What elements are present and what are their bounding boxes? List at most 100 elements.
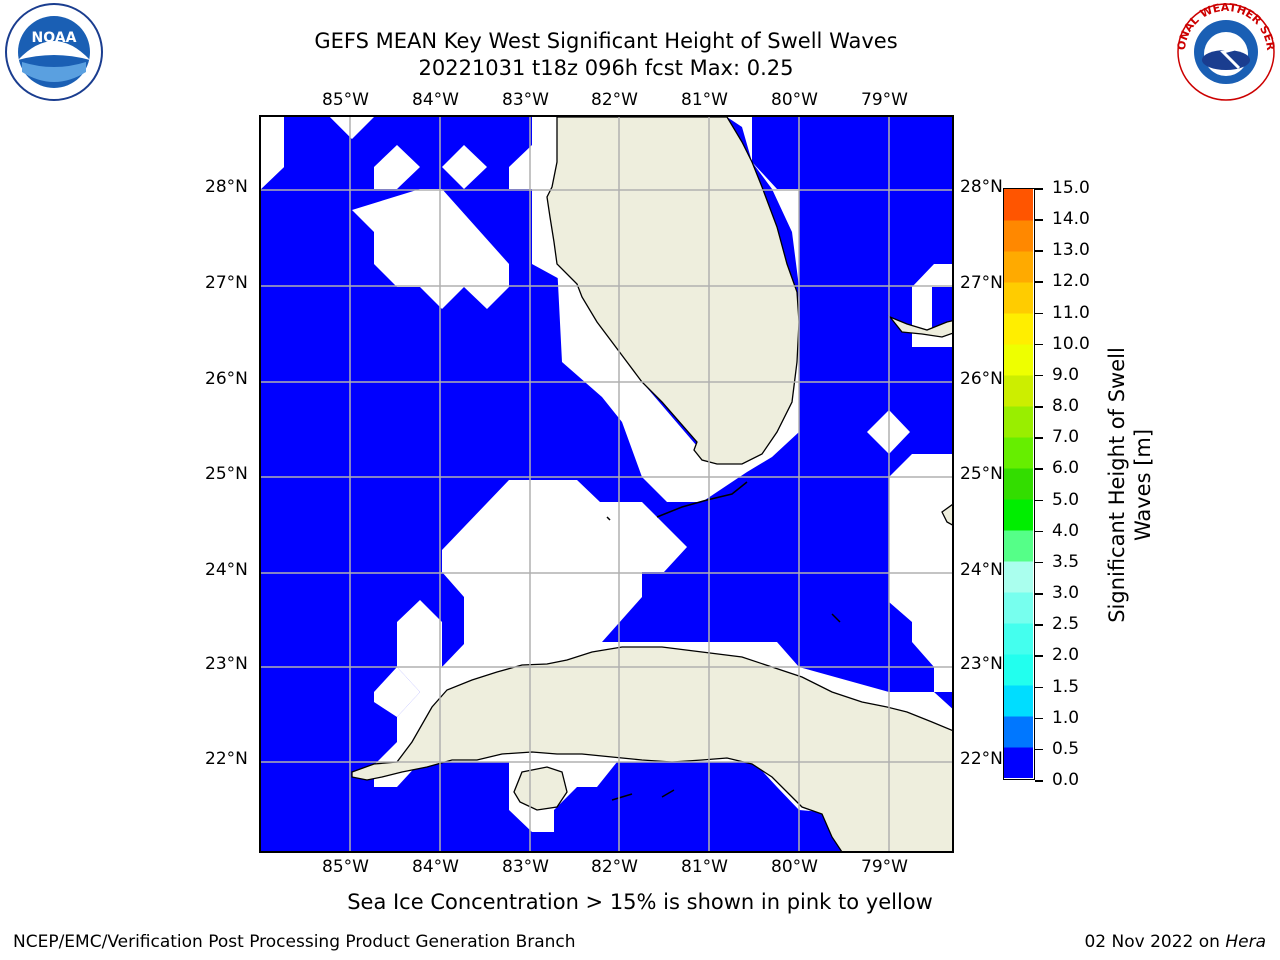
colorbar-tick-label: 3.0	[1052, 583, 1080, 604]
lat-label-left: 27°N	[205, 273, 248, 293]
lon-label-bottom: 80°W	[771, 857, 818, 877]
colorbar-tick-label: 12.0	[1052, 271, 1090, 292]
colorbar-band	[1004, 530, 1033, 562]
colorbar-tick-label: 15.0	[1052, 178, 1090, 198]
colorbar-band	[1004, 220, 1033, 252]
colorbar-tick	[1035, 437, 1043, 439]
colorbar-tick-label: 14.0	[1052, 209, 1090, 230]
colorbar-band	[1004, 344, 1033, 376]
lat-label-left: 28°N	[205, 177, 248, 197]
colorbar-title: Significant Height of Swell Waves [m]	[1104, 347, 1156, 623]
chart-title: GEFS MEAN Key West Significant Height of…	[314, 29, 898, 53]
colorbar-band	[1004, 561, 1033, 593]
colorbar-band	[1004, 437, 1033, 469]
colorbar-tick	[1035, 343, 1043, 346]
colorbar	[1003, 188, 1035, 780]
colorbar-tick-label: 1.0	[1052, 707, 1080, 728]
colorbar-tick	[1035, 530, 1043, 533]
svg-text:NOAA: NOAA	[32, 30, 77, 46]
colorbar-tick	[1035, 686, 1043, 689]
colorbar-band	[1004, 716, 1033, 748]
colorbar-band	[1004, 623, 1033, 655]
footer-date-text: 02 Nov 2022 on	[1084, 932, 1226, 952]
colorbar-tick-label: 5.0	[1052, 489, 1080, 510]
lon-label-bottom: 85°W	[322, 857, 369, 877]
colorbar-tick-label: 0.5	[1052, 738, 1080, 759]
colorbar-tick-label: 9.0	[1052, 364, 1080, 385]
florida-land	[546, 117, 800, 465]
colorbar-tick	[1035, 561, 1043, 564]
land-masses	[351, 117, 952, 851]
colorbar-title-line1: Significant Height of Swell	[1105, 347, 1129, 623]
colorbar-tick	[1035, 748, 1043, 751]
lon-label-bottom: 79°W	[861, 857, 908, 877]
lon-label-bottom: 82°W	[591, 857, 638, 877]
footer-date: 02 Nov 2022 on Hera	[1084, 932, 1266, 952]
colorbar-bands	[1004, 189, 1033, 778]
colorbar-tick-label: 13.0	[1052, 240, 1090, 261]
lon-label-top: 85°W	[322, 90, 369, 110]
colorbar-tick-label: 10.0	[1052, 333, 1090, 354]
sea-ice-note: Sea Ice Concentration > 15% is shown in …	[347, 890, 933, 914]
colorbar-band	[1004, 747, 1033, 778]
andros-land	[941, 504, 952, 526]
colorbar-tick-label: 7.0	[1052, 427, 1080, 448]
lon-label-top: 81°W	[681, 90, 728, 110]
lon-label-top: 80°W	[771, 90, 818, 110]
colorbar-title-line2: Waves [m]	[1131, 428, 1155, 542]
colorbar-band	[1004, 251, 1033, 283]
colorbar-band	[1004, 468, 1033, 500]
colorbar-tick	[1035, 468, 1043, 470]
colorbar-tick-label: 1.5	[1052, 676, 1080, 697]
footer-host: Hera	[1225, 932, 1266, 952]
graticule	[261, 117, 952, 851]
colorbar-tick	[1035, 250, 1043, 252]
colorbar-band	[1004, 189, 1033, 221]
colorbar-band	[1004, 313, 1033, 345]
lon-label-bottom: 83°W	[502, 857, 549, 877]
lat-label-left: 26°N	[205, 369, 248, 389]
colorbar-tick-label: 6.0	[1052, 458, 1080, 479]
lon-label-top: 79°W	[861, 90, 908, 110]
colorbar-tick-label: 3.5	[1052, 551, 1080, 572]
colorbar-tick-label: 0.0	[1052, 770, 1080, 790]
colorbar-band	[1004, 592, 1033, 624]
colorbar-tick-label: 2.0	[1052, 645, 1080, 666]
colorbar-tick	[1035, 624, 1043, 626]
colorbar-tick	[1035, 655, 1043, 657]
lat-label-right: 25°N	[960, 464, 1003, 484]
colorbar-tick	[1035, 780, 1043, 782]
chart-subtitle: 20221031 t18z 096h fcst Max: 0.25	[418, 56, 794, 80]
lon-label-top: 84°W	[412, 90, 459, 110]
lat-label-left: 22°N	[205, 749, 248, 769]
colorbar-band	[1004, 282, 1033, 314]
colorbar-tick	[1035, 406, 1043, 408]
colorbar-tick	[1035, 499, 1043, 502]
lat-label-left: 23°N	[205, 654, 248, 674]
colorbar-tick	[1035, 188, 1043, 190]
lat-label-right: 24°N	[960, 560, 1003, 580]
colorbar-tick	[1035, 593, 1043, 595]
colorbar-tick-label: 4.0	[1052, 520, 1080, 541]
colorbar-tick	[1035, 219, 1043, 221]
colorbar-band	[1004, 654, 1033, 686]
lon-label-bottom: 81°W	[681, 857, 728, 877]
bahamas-land	[887, 315, 952, 338]
lat-label-right: 28°N	[960, 177, 1003, 197]
colorbar-band	[1004, 375, 1033, 407]
lon-label-top: 83°W	[502, 90, 549, 110]
lat-label-right: 22°N	[960, 749, 1003, 769]
nws-logo: NATIONAL WEATHER SERVICE	[1170, 0, 1277, 102]
colorbar-tick-label: 2.5	[1052, 614, 1080, 635]
lat-label-right: 23°N	[960, 654, 1003, 674]
colorbar-tick	[1035, 312, 1043, 315]
cuba-land	[351, 646, 952, 851]
footer-credit: NCEP/EMC/Verification Post Processing Pr…	[13, 932, 576, 952]
colorbar-tick	[1035, 374, 1043, 377]
colorbar-tick-label: 11.0	[1052, 302, 1090, 323]
colorbar-band	[1004, 685, 1033, 717]
lat-label-right: 27°N	[960, 273, 1003, 293]
noaa-logo: NOAA	[4, 2, 104, 102]
lon-label-top: 82°W	[591, 90, 638, 110]
lat-label-left: 25°N	[205, 464, 248, 484]
